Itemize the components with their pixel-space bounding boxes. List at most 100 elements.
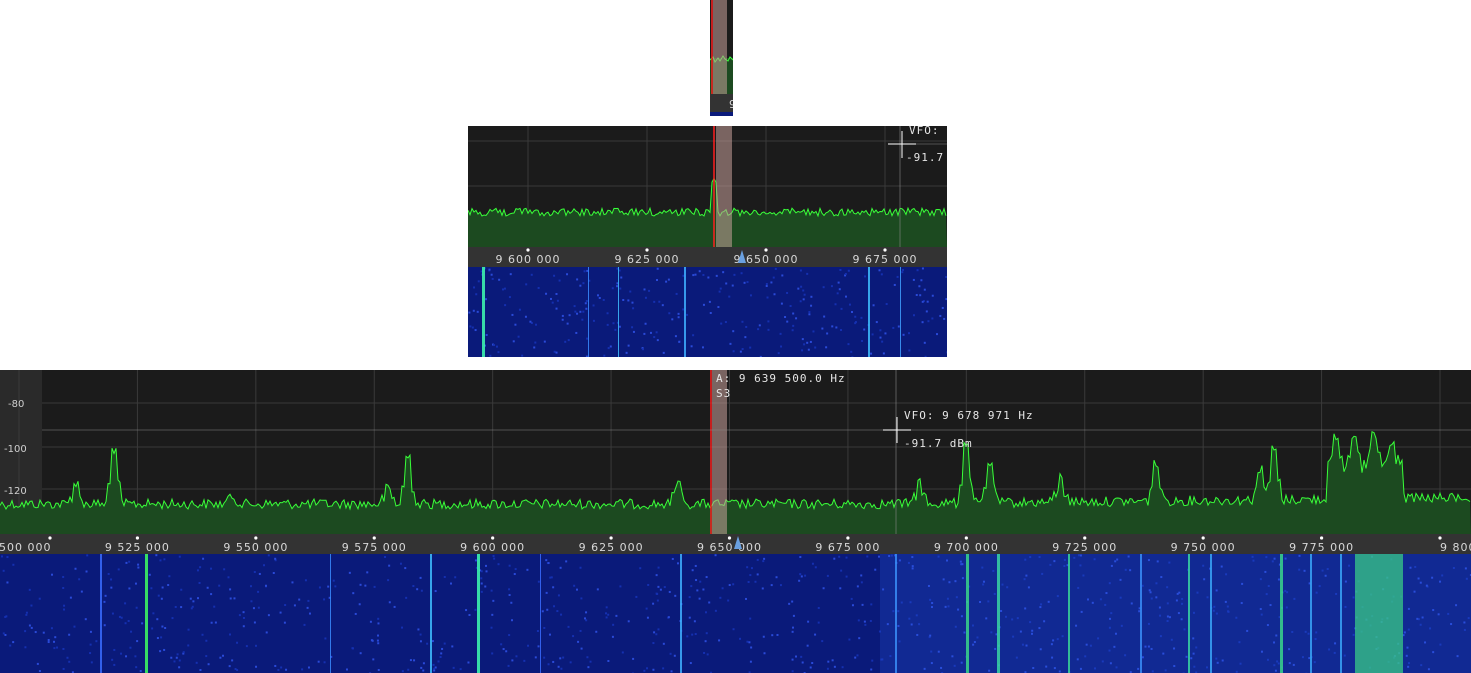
waterfall-speck [274, 664, 277, 667]
waterfall-speck [702, 303, 705, 306]
waterfall-speck [176, 653, 179, 656]
waterfall-speck [334, 585, 337, 588]
waterfall-speck [384, 555, 387, 558]
waterfall-speck [1344, 605, 1347, 608]
waterfall-speck [160, 636, 163, 639]
waterfall-speck [433, 669, 436, 672]
waterfall-speck [732, 583, 735, 586]
waterfall-speck [621, 651, 624, 654]
waterfall-speck [471, 326, 474, 329]
waterfall-speck [1038, 627, 1041, 630]
waterfall-speck [627, 344, 630, 347]
waterfall-speck [1129, 671, 1132, 673]
waterfall-speck [419, 640, 422, 643]
waterfall-speck [219, 656, 222, 659]
waterfall-speck [475, 566, 478, 569]
waterfall-speck [175, 656, 178, 659]
waterfall-speck [1439, 643, 1442, 646]
freq-tick-label: 9 600 000 [496, 253, 561, 266]
waterfall-speck [257, 606, 260, 609]
waterfall-speck [900, 601, 903, 604]
waterfall-speck [1101, 660, 1104, 663]
waterfall-speck [744, 336, 747, 339]
waterfall-speck [677, 316, 680, 319]
waterfall-speck [1221, 659, 1224, 662]
medium-freq-axis[interactable] [468, 247, 947, 267]
waterfall-speck [804, 574, 807, 577]
waterfall-speck [662, 667, 665, 670]
waterfall-speck [420, 666, 423, 669]
waterfall-speck [34, 631, 37, 634]
medium-tuning-arrow-icon[interactable] [738, 250, 746, 263]
waterfall-speck [953, 664, 956, 667]
waterfall-speck [1419, 623, 1422, 626]
waterfall-speck [508, 594, 511, 597]
waterfall-speck [808, 313, 811, 316]
marker-smeter: S3 [716, 387, 731, 400]
waterfall-speck [602, 298, 605, 301]
waterfall-speck [739, 637, 742, 640]
waterfall-signal [1188, 554, 1190, 673]
waterfall-speck [69, 596, 72, 599]
waterfall-signal [900, 267, 901, 357]
waterfall-speck [545, 292, 548, 295]
waterfall-speck [155, 554, 158, 557]
waterfall-speck [838, 288, 841, 291]
waterfall-speck [1239, 662, 1242, 665]
waterfall-speck [95, 640, 98, 643]
waterfall-speck [84, 618, 87, 621]
waterfall-speck [492, 599, 495, 602]
waterfall-speck [585, 299, 588, 302]
waterfall-speck [1192, 637, 1195, 640]
large-passband[interactable] [712, 370, 727, 534]
waterfall-speck [992, 569, 995, 572]
waterfall-speck [1298, 568, 1301, 571]
waterfall-speck [961, 563, 964, 566]
large-tuning-arrow-icon[interactable] [734, 536, 742, 549]
medium-passband[interactable] [716, 126, 732, 247]
waterfall-speck [942, 578, 945, 581]
waterfall-speck [811, 562, 814, 565]
waterfall-speck [686, 313, 689, 316]
waterfall-speck [86, 554, 89, 557]
waterfall-speck [1109, 662, 1112, 665]
waterfall-speck [1053, 667, 1056, 670]
waterfall-speck [718, 290, 721, 293]
waterfall-speck [1301, 656, 1304, 659]
medium-spectrum-svg[interactable]: VFO: -91.7 9 600 000 9 625 000 9 650 000 9 … [468, 126, 947, 357]
waterfall-speck [412, 585, 415, 588]
waterfall-speck [1119, 578, 1122, 581]
waterfall-speck [56, 646, 59, 649]
waterfall-speck [90, 661, 93, 664]
waterfall-speck [2, 569, 5, 572]
waterfall-speck [946, 597, 949, 600]
waterfall-speck [1192, 652, 1195, 655]
waterfall-speck [502, 288, 505, 291]
waterfall-speck [480, 577, 483, 580]
waterfall-speck [549, 576, 552, 579]
waterfall-speck [196, 569, 199, 572]
waterfall-speck [1058, 670, 1061, 673]
waterfall-speck [484, 585, 487, 588]
waterfall-speck [728, 295, 731, 298]
waterfall-speck [1159, 635, 1162, 638]
waterfall-speck [527, 644, 530, 647]
large-spectrum-svg[interactable]: A: 9 639 500.0 Hz S3 VFO: 9 678 971 Hz -… [0, 370, 1471, 673]
waterfall-speck [802, 289, 805, 292]
waterfall-speck [399, 562, 402, 565]
waterfall-speck [579, 566, 582, 569]
waterfall-speck [130, 630, 133, 633]
waterfall-speck [47, 641, 50, 644]
waterfall-speck [1151, 670, 1154, 673]
waterfall-speck [180, 588, 183, 591]
waterfall-speck [66, 656, 69, 659]
waterfall-speck [871, 659, 874, 662]
waterfall-speck [1023, 578, 1026, 581]
waterfall-speck [577, 640, 580, 643]
large-freq-axis[interactable] [0, 534, 1471, 554]
waterfall-speck [901, 268, 904, 271]
medium-waterfall[interactable] [468, 267, 947, 357]
waterfall-speck [420, 589, 423, 592]
waterfall-speck [1050, 643, 1053, 646]
waterfall-speck [352, 592, 355, 595]
